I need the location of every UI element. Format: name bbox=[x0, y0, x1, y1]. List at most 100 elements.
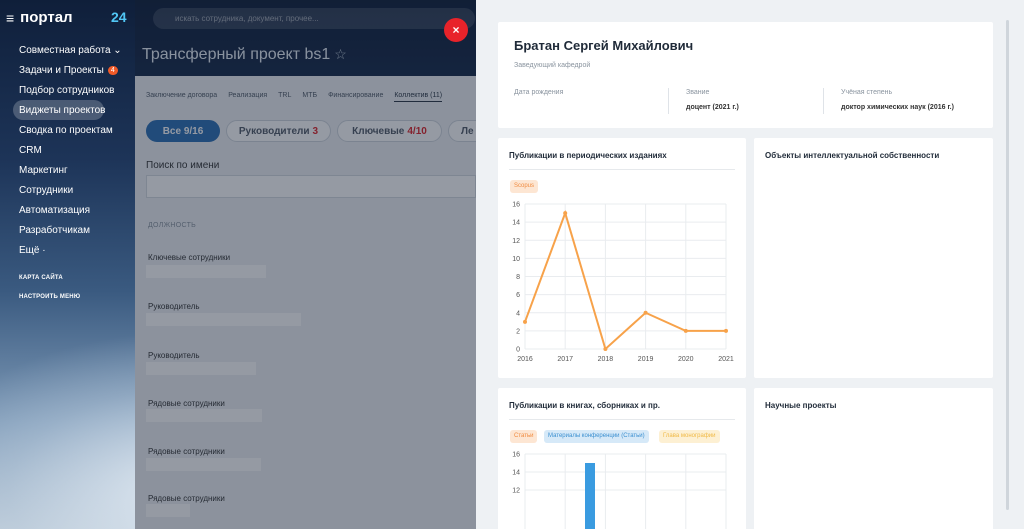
y-tick-label: 16 bbox=[512, 202, 520, 209]
member-name-field bbox=[146, 409, 262, 422]
name-search-label: Поиск по имени bbox=[146, 160, 220, 171]
filter-leaders-button[interactable]: Руководители 3 bbox=[226, 120, 331, 142]
x-tick-label: 2019 bbox=[638, 356, 654, 363]
tab-mtb[interactable]: МТБ bbox=[302, 92, 318, 99]
books-bar-chart: 16 14 12 bbox=[512, 452, 727, 529]
x-tick-label: 2016 bbox=[517, 356, 533, 363]
sidebar-item-tasks[interactable]: Задачи и Проекты 4 bbox=[13, 60, 133, 80]
y-tick-label: 14 bbox=[512, 220, 520, 227]
group-label: Рядовые сотрудники bbox=[148, 494, 225, 503]
sidebar-item-developers[interactable]: Разработчикам bbox=[13, 220, 133, 240]
tab-contract[interactable]: Заключение договора bbox=[146, 92, 218, 99]
series-line-scopus bbox=[524, 209, 726, 351]
filter-label: Все 9/16 bbox=[162, 125, 204, 137]
y-tick-label: 8 bbox=[516, 274, 520, 281]
star-icon[interactable]: ☆ bbox=[334, 46, 347, 62]
configure-menu-link[interactable]: НАСТРОИТЬ МЕНЮ bbox=[19, 293, 81, 300]
sidebar-item-project-widgets[interactable]: Виджеты проектов bbox=[13, 100, 106, 120]
data-point bbox=[603, 347, 608, 351]
legend-monograph[interactable]: Глава монографии bbox=[659, 430, 720, 443]
team-filter-pills: Все 9/16 Руководители 3 Ключевые 4/10 Ле bbox=[146, 120, 488, 142]
left-sidebar: ≡ портал 24 Совместная работа ⌄ Задачи и… bbox=[0, 0, 135, 529]
sitemap-link[interactable]: КАРТА САЙТА bbox=[19, 274, 63, 281]
member-name-field bbox=[146, 458, 261, 471]
card-title: Научные проекты bbox=[765, 401, 837, 410]
close-button[interactable]: × bbox=[444, 18, 468, 42]
filter-count: 4/10 bbox=[407, 125, 427, 137]
sidebar-item-employees[interactable]: Сотрудники bbox=[13, 180, 133, 200]
rank-field: Звание доцент (2021 г.) bbox=[686, 89, 739, 111]
card-title: Публикации в периодических изданиях bbox=[509, 151, 667, 160]
sidebar-item-label: Маркетинг bbox=[19, 164, 68, 176]
clock-counter: 24 bbox=[111, 9, 127, 25]
sidebar-item-project-summary[interactable]: Сводка по проектам bbox=[13, 120, 133, 140]
member-name-field bbox=[146, 313, 301, 326]
name-search-input[interactable] bbox=[146, 175, 476, 198]
legend-articles[interactable]: Статьи bbox=[510, 430, 538, 443]
profile-card: Братан Сергей Михайлович Заведующий кафе… bbox=[498, 22, 993, 128]
search-placeholder: искать сотрудника, документ, прочее... bbox=[175, 14, 319, 23]
tab-team[interactable]: Коллектив (11) bbox=[394, 92, 443, 102]
tab-financing[interactable]: Финансирование bbox=[328, 92, 384, 99]
sidebar-item-collaboration[interactable]: Совместная работа ⌄ bbox=[13, 40, 133, 60]
y-tick-label: 2 bbox=[516, 328, 520, 335]
card-title: Публикации в книгах, сборниках и пр. bbox=[509, 401, 660, 410]
portal-logo[interactable]: ≡ портал 24 bbox=[6, 9, 127, 26]
x-tick-label: 2021 bbox=[718, 356, 734, 363]
profile-slider: Братан Сергей Михайлович Заведующий кафе… bbox=[476, 0, 1024, 529]
member-name-field bbox=[146, 265, 266, 278]
publications-line-chart: 0 2 4 6 8 10 12 14 16 2016 2017 2018 2019 2020 2021 bbox=[512, 202, 734, 364]
y-tick-label: 14 bbox=[512, 470, 520, 477]
data-point bbox=[683, 328, 688, 333]
filter-label: Ле bbox=[461, 125, 474, 137]
sidebar-item-recruiting[interactable]: Подбор сотрудников bbox=[13, 80, 133, 100]
divider bbox=[509, 419, 735, 420]
sidebar-item-crm[interactable]: CRM bbox=[13, 140, 133, 160]
member-name-field bbox=[146, 504, 190, 517]
y-tick-label: 16 bbox=[512, 452, 520, 459]
filter-label: Руководители bbox=[238, 125, 310, 137]
legend-scopus[interactable]: Scopus bbox=[510, 180, 539, 193]
sidebar-item-label: Разработчикам bbox=[19, 224, 90, 236]
y-tick-label: 10 bbox=[512, 256, 520, 263]
y-tick-label: 4 bbox=[516, 310, 520, 317]
periodicals-card: Публикации в периодических изданиях Scop… bbox=[498, 138, 746, 378]
sidebar-item-label: Автоматизация bbox=[19, 204, 91, 216]
sidebar-item-label: Совместная работа ⌄ bbox=[19, 44, 122, 56]
sidebar-item-marketing[interactable]: Маркетинг bbox=[13, 160, 133, 180]
sidebar-item-label: Подбор сотрудников bbox=[19, 84, 115, 96]
tab-trl[interactable]: TRL bbox=[278, 92, 292, 99]
search-input[interactable]: искать сотрудника, документ, прочее... bbox=[153, 8, 475, 29]
tab-implementation[interactable]: Реализация bbox=[228, 92, 268, 99]
group-label: Ключевые сотрудники bbox=[148, 253, 231, 262]
x-tick-label: 2018 bbox=[598, 356, 614, 363]
portal-title: портал bbox=[20, 9, 73, 26]
sidebar-item-more[interactable]: Ещё · bbox=[13, 240, 133, 260]
sidebar-item-label: Ещё · bbox=[19, 244, 46, 256]
filter-key-button[interactable]: Ключевые 4/10 bbox=[337, 120, 442, 142]
filter-all-button[interactable]: Все 9/16 bbox=[146, 120, 220, 142]
books-card: Публикации в книгах, сборниках и пр. Ста… bbox=[498, 388, 746, 529]
profile-name: Братан Сергей Михайлович bbox=[514, 38, 694, 53]
field-key: Звание bbox=[686, 89, 710, 96]
menu-icon[interactable]: ≡ bbox=[6, 9, 15, 26]
sidebar-item-label: CRM bbox=[19, 144, 42, 156]
project-tabs: Заключение договора Реализация TRL МТБ Ф… bbox=[135, 76, 476, 102]
sidebar-item-label: Задачи и Проекты bbox=[19, 64, 104, 76]
field-value: доцент (2021 г.) bbox=[686, 104, 739, 111]
divider bbox=[823, 88, 824, 114]
birthdate-field: Дата рождения bbox=[514, 89, 563, 104]
divider bbox=[509, 169, 735, 170]
sidebar-item-automation[interactable]: Автоматизация bbox=[13, 200, 133, 220]
sidebar-item-label: Сводка по проектам bbox=[19, 124, 113, 136]
scrollbar[interactable] bbox=[1006, 20, 1009, 510]
position-header: ДОЛЖНОСТЬ bbox=[148, 222, 197, 229]
legend-conference[interactable]: Материалы конференции (Статьи) bbox=[544, 430, 649, 443]
card-title: Объекты интеллектуальной собственности bbox=[765, 151, 940, 160]
sidebar-item-label: Виджеты проектов bbox=[19, 104, 106, 116]
y-tick-label: 12 bbox=[512, 488, 520, 495]
degree-field: Учёная степень доктор химических наук (2… bbox=[841, 89, 954, 111]
filter-count: 3 bbox=[312, 125, 319, 137]
divider bbox=[668, 88, 669, 114]
y-tick-label: 6 bbox=[516, 292, 520, 299]
